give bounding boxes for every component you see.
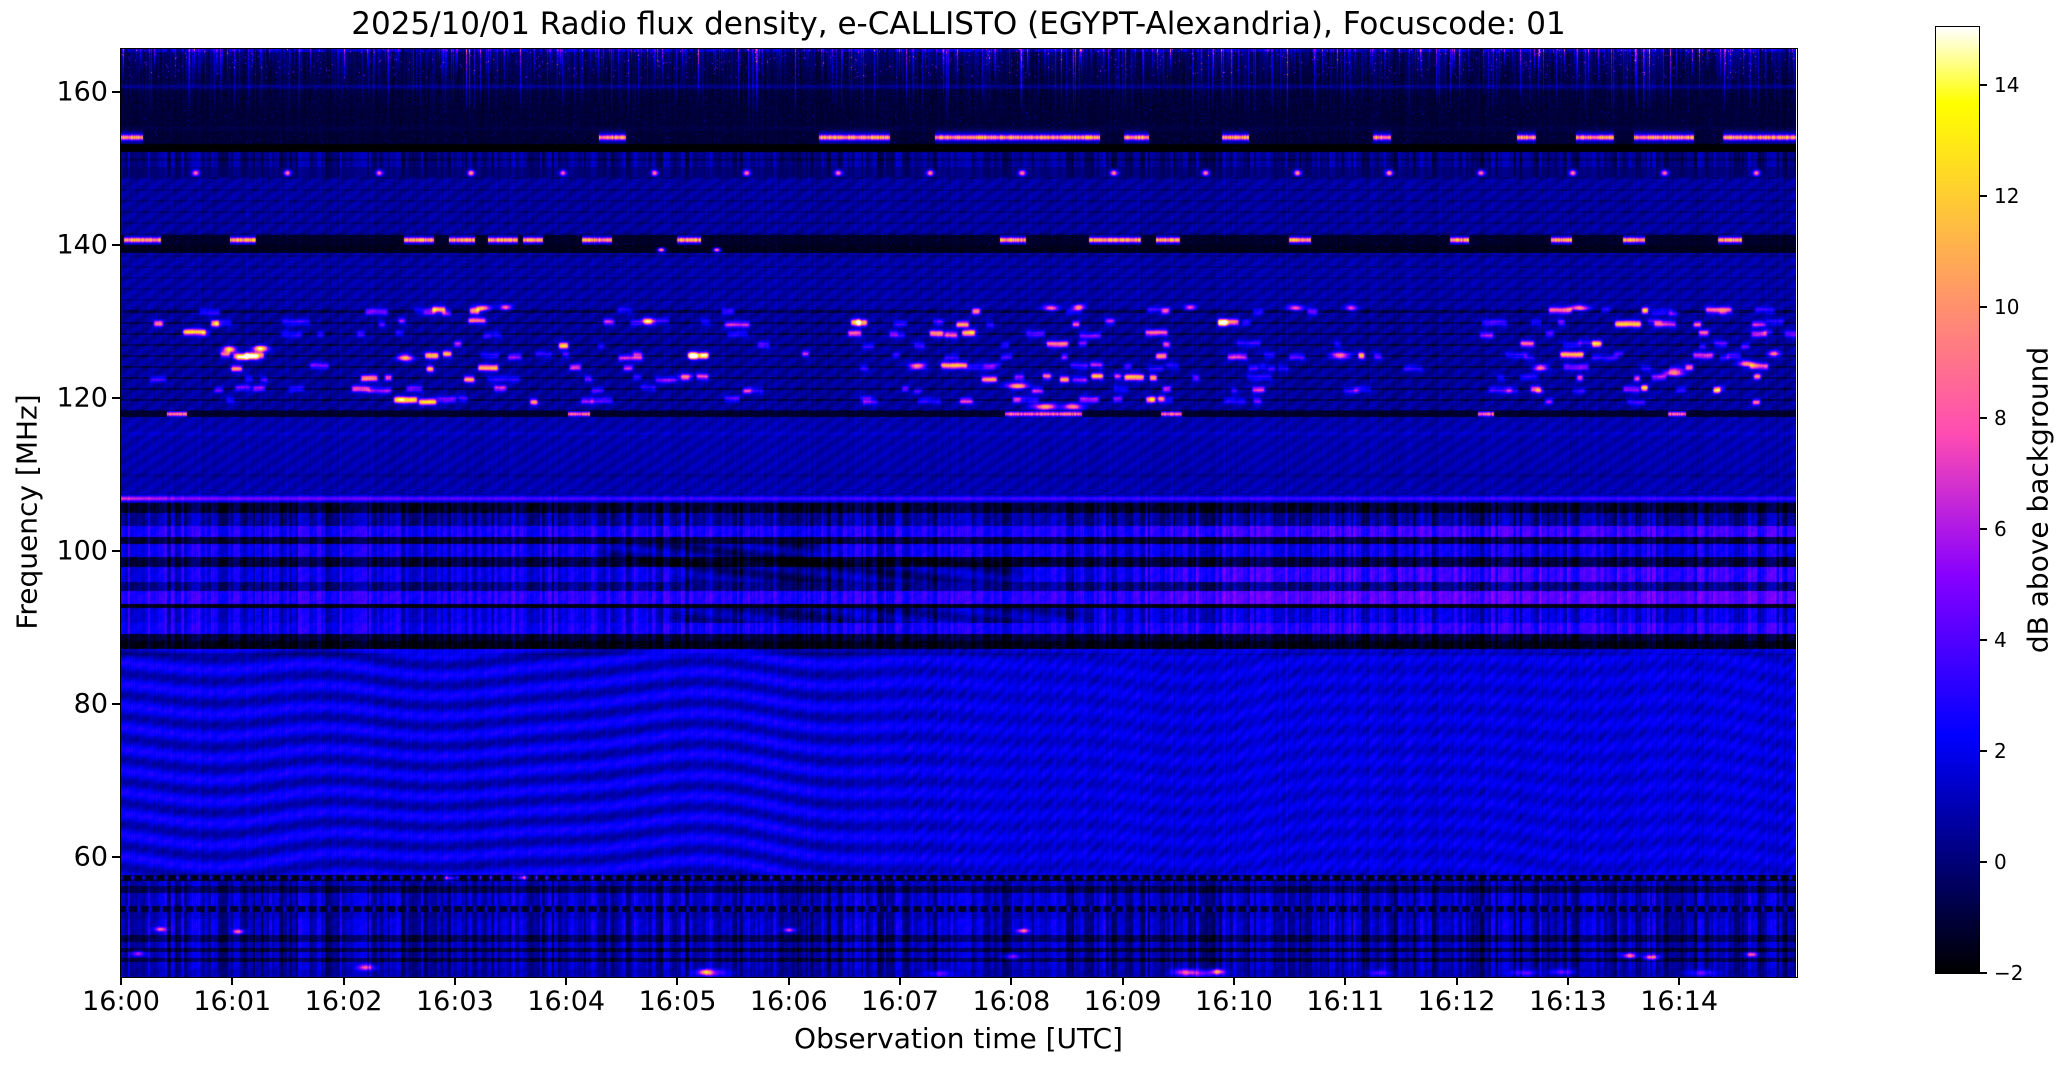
x-tick-mark (342, 977, 345, 985)
y-tick-mark (112, 855, 120, 858)
y-axis-label: Frequency [MHz] (10, 394, 44, 630)
x-tick-mark (1010, 977, 1013, 985)
y-tick-label: 100 (56, 535, 108, 567)
colorbar-label: dB above background (2021, 346, 2055, 654)
x-tick-mark (676, 977, 679, 985)
colorbar-tick-label: 0 (1994, 850, 2007, 875)
x-tick-mark (1121, 977, 1124, 985)
x-tick-label: 16:02 (304, 986, 383, 1017)
x-tick-label: 16:11 (1306, 986, 1385, 1017)
x-tick-label: 16:05 (638, 986, 717, 1017)
x-tick-mark (453, 977, 456, 985)
colorbar-tick-mark (1980, 306, 1987, 309)
y-tick-label: 160 (56, 76, 108, 108)
colorbar-tick-label: 14 (1994, 73, 2020, 98)
colorbar-tick-mark (1980, 972, 1987, 974)
x-tick-mark (231, 977, 234, 985)
x-tick-mark (1232, 977, 1235, 985)
y-tick-mark (112, 243, 120, 246)
y-tick-label: 80 (73, 688, 108, 720)
x-tick-label: 16:12 (1417, 986, 1496, 1017)
x-tick-label: 16:10 (1195, 986, 1273, 1017)
colorbar-tick-label: 8 (1994, 406, 2007, 431)
colorbar-tick-label: −2 (1994, 961, 2024, 985)
x-tick-mark (1678, 977, 1681, 985)
y-tick-mark (112, 549, 120, 552)
x-tick-label: 16:14 (1640, 986, 1719, 1017)
chart-title: 2025/10/01 Radio flux density, e-CALLIST… (351, 6, 1566, 42)
colorbar-tick-mark (1980, 639, 1987, 642)
colorbar-tick-label: 4 (1994, 628, 2007, 653)
x-tick-mark (1344, 977, 1347, 985)
colorbar-tick-mark (1980, 84, 1987, 87)
x-tick-label: 16:04 (527, 986, 606, 1017)
x-tick-mark (899, 977, 902, 985)
x-tick-label: 16:01 (193, 986, 272, 1017)
x-axis-label: Observation time [UTC] (794, 1022, 1123, 1055)
y-tick-label: 60 (73, 841, 108, 873)
x-tick-label: 16:00 (82, 986, 160, 1017)
x-tick-label: 16:06 (749, 986, 828, 1017)
y-tick-mark (112, 396, 120, 399)
x-tick-label: 16:13 (1528, 986, 1607, 1017)
y-tick-mark (112, 90, 120, 93)
colorbar-tick-label: 6 (1994, 517, 2007, 542)
x-tick-label: 16:07 (861, 986, 939, 1017)
colorbar-tick-mark (1980, 528, 1987, 531)
colorbar-canvas (1936, 27, 1979, 973)
x-tick-mark (1566, 977, 1569, 985)
x-tick-label: 16:09 (1083, 986, 1162, 1017)
colorbar-tick-label: 10 (1994, 295, 2020, 320)
x-tick-mark (565, 977, 568, 985)
x-tick-label: 16:08 (972, 986, 1051, 1017)
colorbar-tick-label: 12 (1994, 184, 2020, 209)
spectrogram-canvas (121, 49, 1796, 977)
colorbar-tick-mark (1980, 750, 1987, 753)
y-tick-label: 120 (56, 382, 108, 414)
colorbar-tick-mark (1980, 195, 1987, 198)
x-tick-label: 16:03 (415, 986, 494, 1017)
y-tick-label: 140 (56, 229, 108, 261)
colorbar-tick-label: 2 (1994, 739, 2007, 764)
colorbar-tick-mark (1980, 417, 1987, 420)
y-tick-mark (112, 702, 120, 705)
x-tick-mark (1455, 977, 1458, 985)
x-tick-mark (120, 977, 122, 985)
x-tick-mark (787, 977, 790, 985)
colorbar-tick-mark (1980, 861, 1987, 864)
